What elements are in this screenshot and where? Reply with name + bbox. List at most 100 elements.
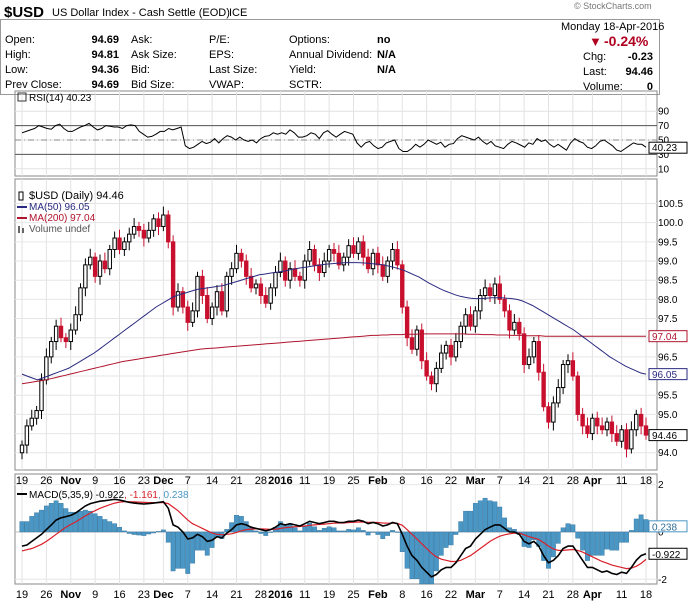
macd-histogram-bar	[453, 531, 459, 535]
x-axis-label: 21	[542, 589, 554, 601]
close-last-label: 94.46	[652, 431, 677, 442]
security-name: US Dollar Index - Cash Settle (EOD)	[52, 7, 230, 19]
candle-down	[599, 425, 605, 431]
macd-histogram-bar	[468, 510, 473, 533]
candle-up	[146, 229, 151, 239]
rsi-title: RSI(14) 40.23	[29, 93, 92, 104]
x-axis-label: 7	[497, 475, 503, 487]
quote-label: Low:	[5, 64, 29, 76]
macd-histogram-bar	[624, 531, 629, 543]
macd-last-box	[648, 547, 688, 560]
macd-histogram-bar	[477, 500, 483, 533]
candle-up	[97, 260, 103, 277]
macd-histogram-bar	[336, 530, 342, 533]
x-axis-label: 19	[16, 589, 28, 601]
macd-histogram-bar	[541, 531, 547, 561]
candle-down	[200, 275, 205, 297]
x-axis-label: 2016	[268, 589, 292, 601]
macd-histogram-bar	[170, 531, 176, 572]
candle-down	[317, 264, 322, 274]
x-axis-label: 7	[185, 475, 191, 487]
candle-down	[331, 249, 337, 254]
candle-down	[424, 360, 429, 377]
price-tick-label: 98.5	[658, 276, 678, 287]
candle-down	[541, 371, 546, 408]
macd-histogram-bar	[180, 531, 186, 569]
macd-histogram-bar	[346, 529, 352, 533]
x-axis-label: 7	[185, 589, 191, 601]
candle-up	[19, 444, 25, 454]
candle-down	[609, 421, 615, 435]
rsi-tick-label: 50	[658, 136, 670, 147]
macd-histogram-bar	[419, 531, 425, 585]
macd-histogram-bar	[131, 531, 137, 535]
candle-up	[556, 387, 561, 404]
x-axis-label: 8	[399, 475, 405, 487]
macd-histogram-bar	[560, 527, 566, 533]
x-axis-label: 11	[299, 589, 310, 601]
macd-histogram-bar	[385, 531, 391, 536]
macd-histogram-bar	[121, 530, 127, 533]
macd-histogram-bar	[78, 510, 83, 533]
candle-up	[175, 291, 181, 308]
x-axis-label: Dec	[153, 475, 173, 487]
quote-label: Annual Dividend:	[289, 49, 373, 61]
macd-histogram-bar	[146, 531, 152, 535]
candle-up	[83, 264, 88, 289]
macd-histogram-bar	[68, 511, 74, 533]
macd-histogram-bar	[141, 531, 147, 536]
candle-up	[590, 417, 595, 435]
x-axis-label: Feb	[368, 589, 388, 601]
rsi-tick-label: 30	[658, 150, 670, 161]
candle-down	[219, 291, 225, 312]
candle-up	[326, 249, 332, 262]
macd-histogram-bar	[92, 513, 98, 533]
candle-up	[127, 233, 132, 243]
candle-down	[395, 249, 400, 266]
macd-histogram-bar	[326, 526, 332, 533]
rsi-last-label: 40.23	[652, 143, 677, 154]
candle-up	[551, 402, 556, 423]
candle-up	[224, 275, 229, 312]
macd-histogram-bar	[429, 531, 434, 585]
candle-up	[492, 283, 498, 297]
candle-up	[356, 241, 361, 254]
macd-tick-label: -2	[658, 575, 667, 586]
macd-histogram-bar	[438, 531, 444, 556]
x-axis-label: 23	[138, 589, 150, 601]
price-legend-entry: MA(200) 97.04	[29, 213, 96, 224]
candle-down	[141, 229, 147, 239]
candle-down	[585, 425, 590, 435]
candle-down	[580, 413, 585, 427]
macd-histogram-bar	[472, 503, 478, 533]
macd-histogram-bar	[160, 529, 166, 533]
quote-date: Monday 18-Apr-2016	[561, 21, 665, 33]
candle-up	[88, 256, 93, 266]
candle-down	[336, 252, 342, 266]
macd-title-part: MACD(5,35,9)	[29, 490, 93, 501]
x-axis-label: 18	[640, 475, 652, 487]
macd-histogram-bar	[302, 526, 308, 533]
candle-down	[404, 306, 410, 339]
candle-down	[156, 218, 161, 228]
macd-histogram-bar	[253, 530, 259, 533]
macd-histogram-bar	[112, 523, 118, 533]
candle-up	[390, 249, 395, 262]
ma50-line	[21, 262, 647, 381]
macd-histogram-bar	[156, 531, 161, 533]
macd-title: MACD(5,35,9) -0.922, -1.161, 0.238	[29, 490, 189, 501]
candle-up	[68, 329, 73, 343]
macd-histogram-bar	[365, 531, 371, 536]
quote-label: Volume:	[583, 81, 623, 93]
candle-up	[151, 218, 156, 231]
candle-up	[73, 314, 78, 331]
ma50-last-label-box	[648, 368, 688, 381]
macd-histogram-bar	[614, 531, 620, 551]
candle-down	[614, 433, 619, 442]
macd-histogram-bar	[526, 531, 532, 548]
candle-down	[400, 264, 405, 308]
price-tick-label: 98.0	[658, 295, 678, 306]
close-last-label-box	[648, 429, 688, 442]
quote-label: High:	[5, 49, 31, 61]
